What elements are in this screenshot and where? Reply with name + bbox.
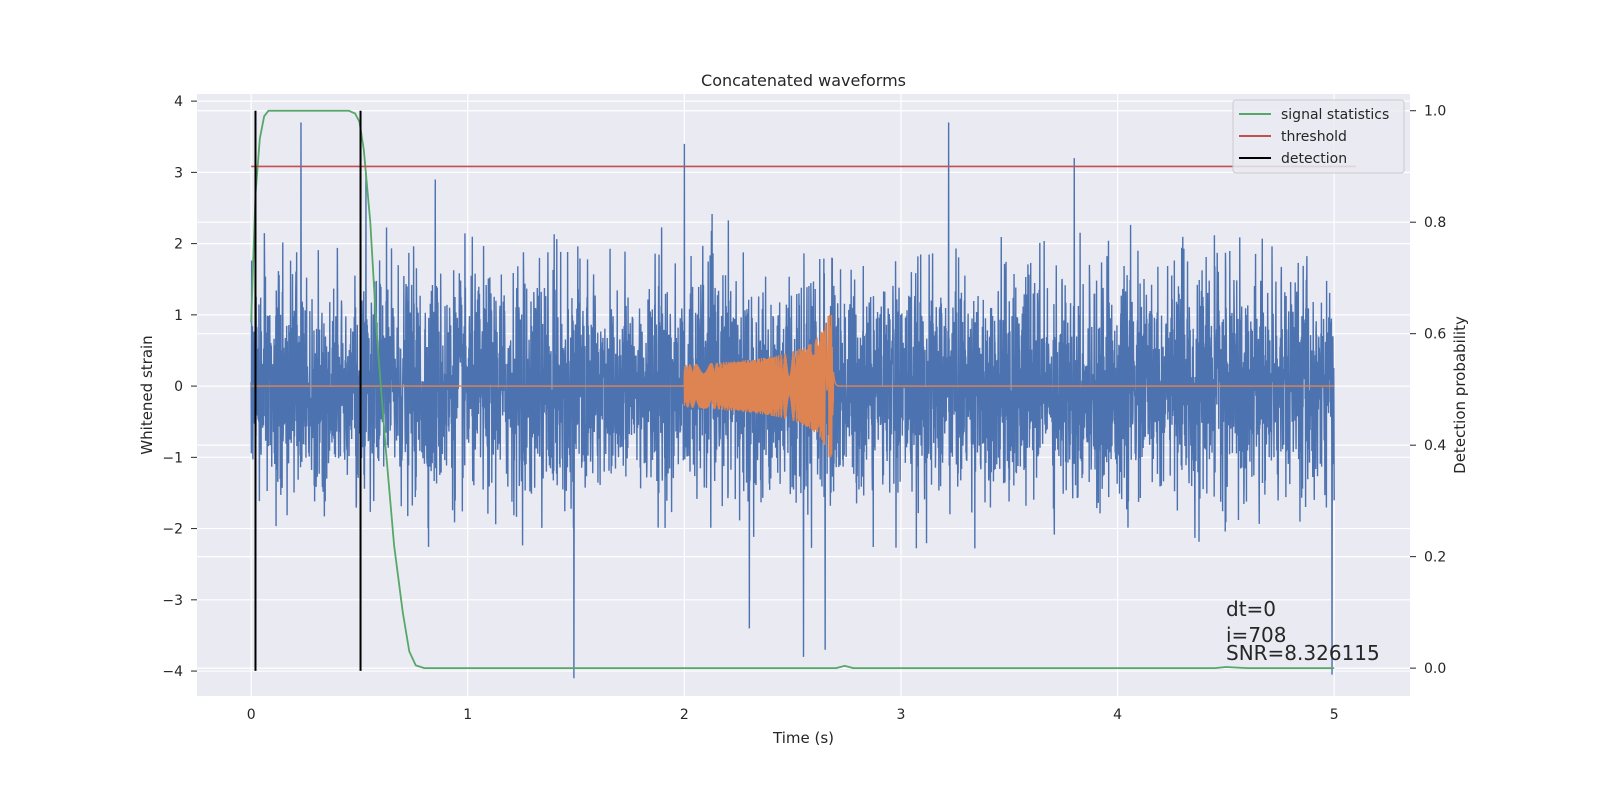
annotation-snr: SNR=8.326115 [1226,641,1380,665]
y-right-tick-label: 0.2 [1424,550,1446,566]
x-tick-label: 4 [1113,707,1122,723]
x-tick-label: 5 [1330,707,1339,723]
y-left-tick-label: −3 [162,593,183,609]
series-injected-chirp-line [251,314,1335,458]
legend-box [1232,99,1405,174]
y-left-tick-label: 0 [174,379,183,395]
annotation-index: i=708 [1226,623,1287,647]
legend: signal statistics threshold detection [1232,99,1405,174]
legend-label-detection: detection [1281,151,1347,167]
y-left-tick-label: −1 [162,450,183,466]
x-tick-label: 3 [897,707,906,723]
tick-layer: 0 1 2 3 4 5 −4 −3 −2 −1 0 1 2 3 4 0.0 0.2 0.4 0.6 0.8 1.0 [162,94,1446,723]
annotation-dt: dt=0 [1226,597,1276,621]
chart-title: Concatenated waveforms [701,71,906,90]
y-right-tick-label: 0.6 [1424,327,1446,343]
x-tick-label: 2 [680,707,689,723]
legend-label-threshold: threshold [1281,129,1347,145]
x-tick-label: 0 [247,707,256,723]
y-left-tick-label: −4 [162,664,183,680]
y-left-tick-label: 4 [174,94,183,110]
y-right-tick-label: 0.4 [1424,438,1446,454]
y-axis-label-left: Whitened strain [138,335,156,454]
y-axis-label-right: Detection probability [1451,316,1469,474]
y-left-tick-label: 3 [174,165,183,181]
legend-label-signal-statistics: signal statistics [1281,107,1389,123]
series-layer [250,109,1356,679]
y-left-tick-label: 1 [174,308,183,324]
y-right-tick-label: 1.0 [1424,104,1446,120]
y-left-tick-label: −2 [162,522,183,538]
x-axis-label: Time (s) [772,729,834,747]
y-left-tick-label: 2 [174,237,183,253]
x-tick-label: 1 [463,707,472,723]
series-signal-statistics-line [250,109,1335,670]
y-right-tick-label: 0.8 [1424,215,1446,231]
y-right-tick-label: 0.0 [1424,661,1446,677]
